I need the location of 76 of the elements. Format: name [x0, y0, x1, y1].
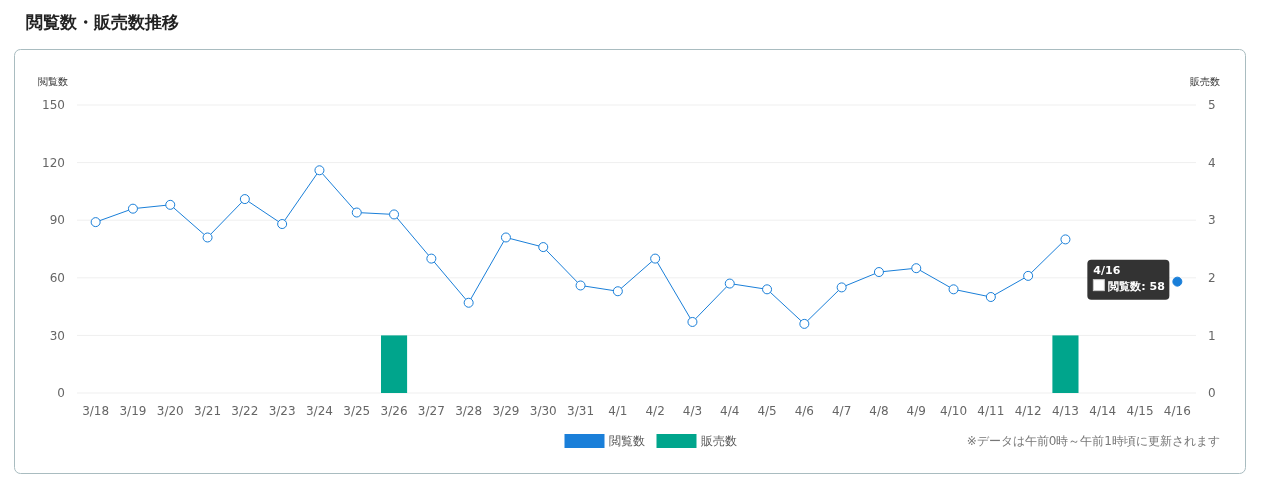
x-tick-label: 4/9	[906, 404, 926, 418]
point	[873, 267, 884, 278]
point	[799, 318, 810, 329]
y2-tick-label: 0	[1208, 386, 1216, 401]
x-tick-label: 4/11	[977, 404, 1005, 418]
x-tick-label: 3/26	[380, 404, 408, 418]
point	[762, 284, 773, 295]
point	[985, 292, 996, 302]
point	[1023, 270, 1034, 281]
x-tick-label: 3/27	[417, 404, 445, 418]
point	[948, 284, 959, 295]
x-tick-label: 3/28	[455, 404, 483, 418]
y-tick-label: 0	[57, 386, 65, 401]
x-tick-label: 3/24	[305, 404, 333, 418]
y2-axis-title: 販売数	[1190, 76, 1220, 87]
x-tick-label: 4/2	[645, 404, 665, 418]
x-tick-label: 3/21	[194, 404, 222, 418]
x-tick-label: 4/3	[682, 404, 703, 418]
x-tick-label: 3/29	[492, 404, 520, 418]
y2-tick-label: 4	[1208, 155, 1216, 170]
point	[1060, 234, 1071, 245]
point	[538, 242, 549, 253]
y2-tick-label: 2	[1208, 271, 1216, 285]
x-tick-label: 4/8	[869, 404, 889, 418]
x-tick-label: 4/15	[1126, 404, 1154, 418]
legend-label: 販売数	[700, 434, 737, 449]
x-tick-label: 3/18	[82, 404, 110, 418]
point	[239, 194, 250, 205]
chart-title: 閲覧数・販売数推移	[26, 12, 179, 32]
point	[612, 286, 623, 297]
x-tick-label: 4/16	[1163, 404, 1191, 418]
point	[500, 232, 511, 243]
x-tick-label: 3/31	[567, 404, 595, 418]
point	[90, 217, 101, 228]
y2-tick-label: 1	[1208, 328, 1216, 343]
legend-label: 閲覧数	[608, 434, 645, 449]
x-tick-label: 4/13	[1051, 404, 1079, 418]
point	[127, 203, 138, 214]
x-tick-label: 3/23	[268, 404, 296, 418]
y2-tick-label: 5	[1208, 98, 1216, 113]
point	[165, 199, 176, 210]
x-tick-label: 3/30	[529, 404, 557, 418]
x-tick-label: 3/19	[119, 404, 147, 418]
x-tick-label: 4/6	[794, 404, 815, 418]
x-tick-label: 3/22	[231, 404, 259, 418]
point	[575, 280, 586, 291]
y-axis-title: 閲覧数	[38, 76, 68, 87]
y-tick-label: 60	[49, 271, 65, 285]
point	[911, 263, 922, 274]
x-tick-label: 4/10	[940, 404, 968, 418]
y-tick-label: 120	[42, 155, 65, 170]
point	[650, 253, 661, 264]
y2-tick-label: 3	[1208, 213, 1216, 228]
annotation: 4/16 閲覧数: 58	[1093, 263, 1165, 293]
x-tick-label: 4/14	[1089, 404, 1117, 418]
x-tick-label: 4/7	[831, 404, 852, 418]
y-tick-label: 150	[42, 98, 65, 113]
point	[389, 209, 400, 220]
x-tick-label: 4/4	[720, 404, 740, 418]
point	[314, 165, 325, 176]
text: ※データは午前0時～午前1時頃に更新されます	[966, 434, 1220, 448]
y-tick-label: 30	[49, 328, 65, 343]
point	[687, 316, 698, 327]
point	[724, 278, 735, 289]
x-tick-label: 3/25	[343, 404, 371, 418]
point	[202, 232, 213, 243]
point	[463, 297, 474, 308]
y-tick-label: 90	[49, 213, 65, 228]
point	[836, 282, 847, 293]
point	[351, 207, 362, 218]
point	[277, 219, 288, 230]
x-tick-label: 4/1	[608, 404, 628, 418]
x-tick-label: 3/20	[156, 404, 184, 418]
point	[426, 253, 437, 264]
x-tick-label: 4/5	[757, 404, 777, 418]
x-tick-label: 4/12	[1014, 404, 1042, 418]
